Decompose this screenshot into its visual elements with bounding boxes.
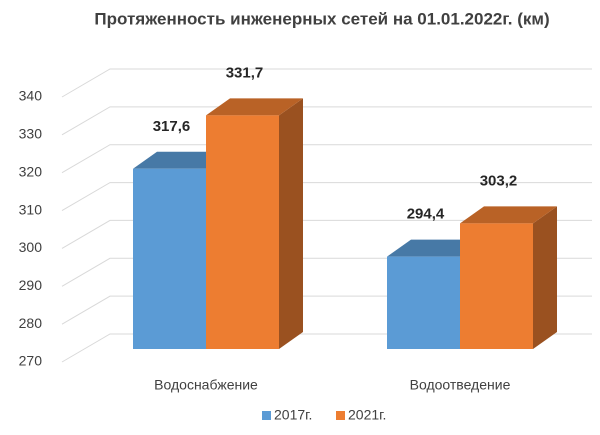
y-tick-label: 310: [19, 201, 43, 217]
bar-front: [133, 168, 206, 349]
bar-front: [387, 256, 460, 349]
bar-side: [533, 206, 557, 349]
value-label: 317,6: [153, 118, 191, 135]
grid-line: [61, 182, 592, 212]
bar-top: [206, 98, 303, 116]
value-label: 303,2: [480, 172, 518, 189]
y-tick-label: 300: [19, 239, 43, 255]
bar-top: [387, 239, 484, 257]
grid-line: [61, 68, 592, 98]
bar: [206, 98, 303, 350]
y-tick-label: 320: [19, 163, 43, 179]
value-label: 331,7: [226, 64, 264, 81]
value-label: 294,4: [407, 206, 445, 223]
grid-line: [61, 106, 592, 136]
legend-label: 2017г.: [274, 407, 312, 423]
grid-line: [61, 219, 592, 249]
y-tick-label: 270: [19, 353, 43, 369]
x-tick-label: Водоснабжение: [154, 377, 258, 393]
legend-swatch: [262, 411, 271, 420]
chart-title: Протяженность инженерных сетей на 01.01.…: [94, 9, 549, 28]
legend-swatch: [336, 411, 345, 420]
x-tick-label: Водоотведение: [410, 377, 511, 393]
bar-side: [279, 98, 303, 350]
bar-top: [460, 206, 557, 224]
legend-label: 2021г.: [348, 407, 386, 423]
y-tick-label: 340: [19, 88, 43, 104]
grid-line: [61, 144, 592, 174]
bar: [460, 206, 557, 349]
bar-top: [133, 151, 230, 169]
y-tick-label: 330: [19, 126, 43, 142]
y-tick-label: 280: [19, 315, 43, 331]
y-tick-label: 290: [19, 277, 43, 293]
bar-front: [206, 115, 279, 350]
bar-front: [460, 223, 533, 349]
